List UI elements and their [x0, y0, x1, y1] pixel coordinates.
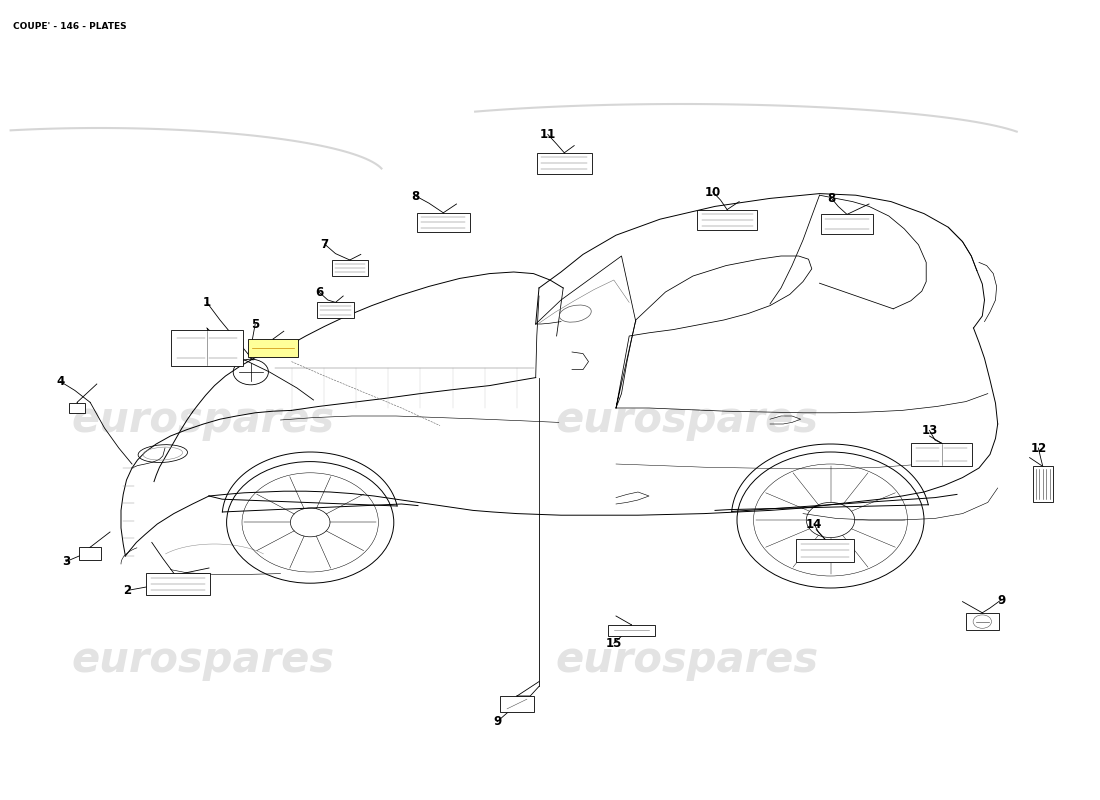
Text: COUPE' - 146 - PLATES: COUPE' - 146 - PLATES: [13, 22, 127, 31]
Bar: [821, 214, 873, 234]
Bar: [796, 539, 854, 562]
Text: 10: 10: [705, 186, 720, 198]
Text: 8: 8: [411, 190, 420, 202]
Text: 2: 2: [123, 584, 132, 597]
Bar: [966, 613, 999, 630]
Bar: [697, 210, 758, 230]
Text: 9: 9: [997, 594, 1005, 606]
Text: 14: 14: [806, 518, 822, 530]
Bar: [417, 213, 470, 232]
Text: 13: 13: [922, 424, 937, 437]
Text: eurospares: eurospares: [556, 639, 820, 681]
Bar: [500, 696, 534, 712]
Text: eurospares: eurospares: [72, 399, 336, 441]
Text: 11: 11: [540, 128, 556, 141]
Text: eurospares: eurospares: [72, 639, 336, 681]
Text: 15: 15: [606, 637, 621, 650]
Bar: [249, 339, 297, 357]
Text: 5: 5: [251, 318, 260, 330]
Bar: [172, 330, 242, 366]
Text: 8: 8: [827, 192, 836, 205]
Bar: [317, 302, 353, 318]
Bar: [911, 443, 972, 466]
Bar: [1033, 466, 1053, 502]
Bar: [68, 402, 86, 413]
Text: eurospares: eurospares: [556, 399, 820, 441]
Text: 1: 1: [202, 296, 211, 309]
Text: 4: 4: [56, 375, 65, 388]
Bar: [79, 547, 101, 560]
Text: 12: 12: [1031, 442, 1046, 454]
Bar: [608, 625, 654, 636]
Text: 3: 3: [62, 555, 70, 568]
Text: 9: 9: [493, 715, 502, 728]
Text: 6: 6: [315, 286, 323, 298]
Bar: [146, 573, 210, 595]
Text: 7: 7: [320, 238, 329, 250]
Bar: [537, 153, 592, 174]
Bar: [332, 260, 367, 276]
